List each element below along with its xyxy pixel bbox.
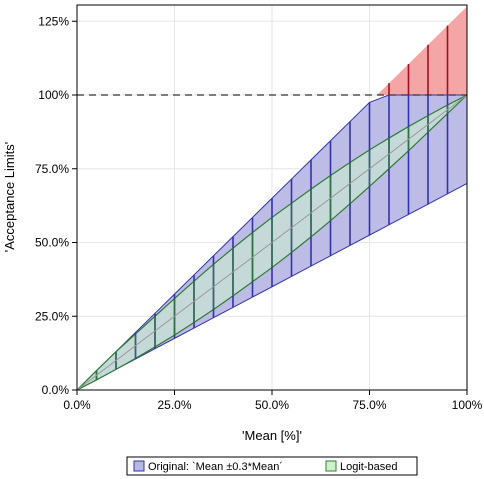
x-axis-ticks: 0.0% 25.0% 50.0% 75.0% 100% <box>63 390 483 412</box>
identity-line-segment <box>76 94 468 391</box>
over-limit-area <box>377 6 467 95</box>
y-tick-label: 0.0% <box>42 383 70 397</box>
legend-swatch-logit <box>325 460 337 472</box>
x-tick-label: 25.0% <box>157 398 191 412</box>
x-tick-label: 75.0% <box>352 398 386 412</box>
over-100-region <box>377 6 467 95</box>
y-axis-label: 'Acceptance Limits' <box>2 142 17 252</box>
legend-label-logit: Logit-based <box>340 461 398 473</box>
y-axis-ticks: 0.0% 25.0% 50.0% 75.0% 100% 125% <box>35 14 77 397</box>
y-tick-label: 25.0% <box>35 309 69 323</box>
y-tick-label: 50.0% <box>35 236 69 250</box>
identity-line <box>76 94 468 391</box>
legend: Original: `Mean ±0.3*Mean´ Logit-based <box>126 456 418 476</box>
x-axis-label: 'Mean [%]' <box>242 428 302 443</box>
x-tick-label: 50.0% <box>255 398 289 412</box>
x-tick-label: 0.0% <box>63 398 91 412</box>
x-tick-label: 100% <box>452 398 483 412</box>
y-tick-label: 75.0% <box>35 162 69 176</box>
legend-label-original: Original: `Mean ±0.3*Mean´ <box>148 461 283 473</box>
y-tick-label: 125% <box>38 14 69 28</box>
legend-frame <box>126 456 418 476</box>
y-tick-label: 100% <box>38 88 69 102</box>
legend-swatch-original <box>133 460 145 472</box>
